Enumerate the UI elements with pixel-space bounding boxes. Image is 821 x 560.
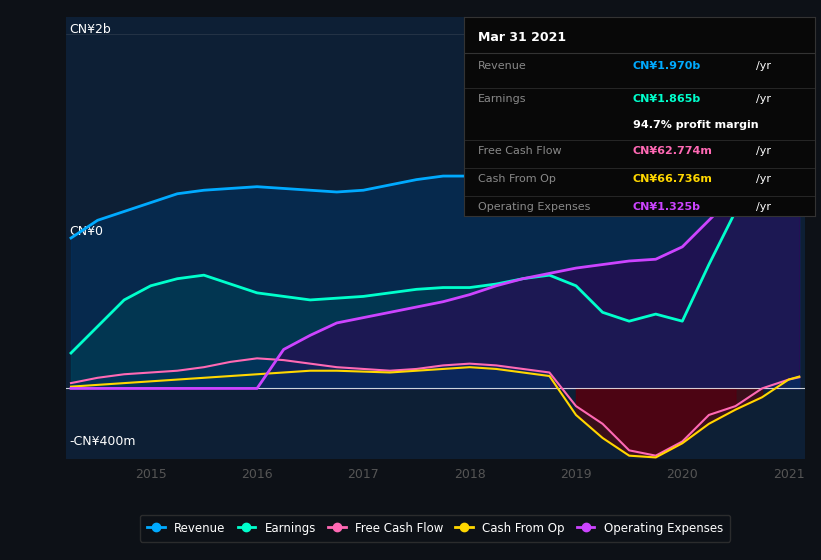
- Text: CN¥1.325b: CN¥1.325b: [632, 202, 700, 212]
- Text: Cash From Op: Cash From Op: [478, 174, 556, 184]
- Text: Operating Expenses: Operating Expenses: [478, 202, 590, 212]
- Text: Free Cash Flow: Free Cash Flow: [478, 146, 562, 156]
- Text: Earnings: Earnings: [478, 94, 526, 104]
- Text: Mar 31 2021: Mar 31 2021: [478, 31, 566, 44]
- Text: /yr: /yr: [755, 60, 771, 71]
- Text: /yr: /yr: [755, 202, 771, 212]
- Text: CN¥62.774m: CN¥62.774m: [632, 146, 713, 156]
- Text: /yr: /yr: [755, 174, 771, 184]
- Text: CN¥1.970b: CN¥1.970b: [632, 60, 701, 71]
- Text: CN¥2b: CN¥2b: [69, 24, 111, 36]
- Text: -CN¥400m: -CN¥400m: [69, 435, 135, 448]
- Text: Revenue: Revenue: [478, 60, 526, 71]
- Text: CN¥66.736m: CN¥66.736m: [632, 174, 713, 184]
- Legend: Revenue, Earnings, Free Cash Flow, Cash From Op, Operating Expenses: Revenue, Earnings, Free Cash Flow, Cash …: [140, 515, 730, 542]
- Text: /yr: /yr: [755, 94, 771, 104]
- Text: /yr: /yr: [755, 146, 771, 156]
- Text: 94.7% profit margin: 94.7% profit margin: [632, 120, 758, 130]
- Text: CN¥0: CN¥0: [69, 225, 103, 238]
- Text: CN¥1.865b: CN¥1.865b: [632, 94, 701, 104]
